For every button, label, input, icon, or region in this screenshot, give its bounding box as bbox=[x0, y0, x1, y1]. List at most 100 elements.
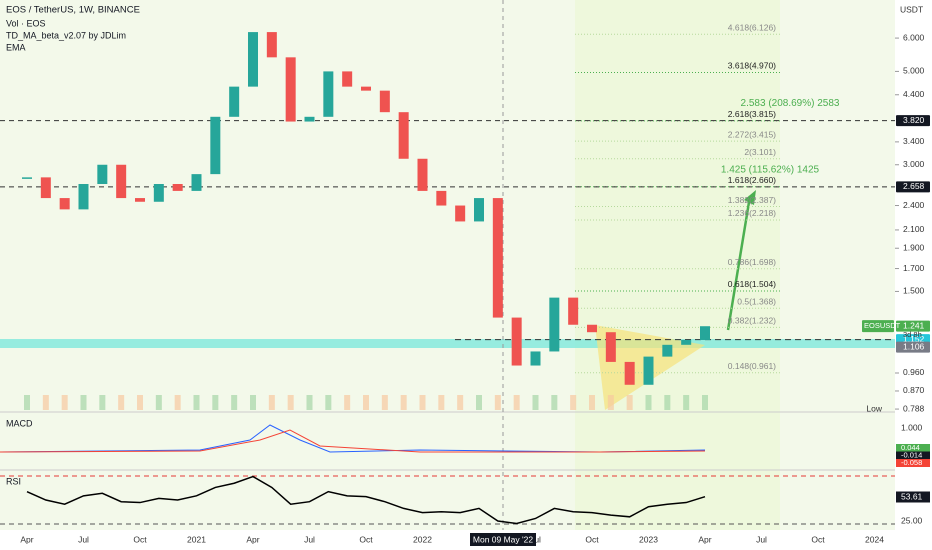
volume-bar bbox=[400, 395, 407, 410]
x-tick-label: Oct bbox=[359, 534, 373, 544]
x-tick-label: Oct bbox=[585, 534, 599, 544]
candle bbox=[549, 297, 560, 352]
fib-label: 3.618(4.970) bbox=[728, 61, 776, 71]
rsi-tick: 25.00 bbox=[901, 515, 923, 525]
fib-label: 0.5(1.368) bbox=[737, 297, 776, 307]
volume-bar bbox=[551, 395, 558, 410]
candle bbox=[662, 344, 673, 357]
fib-label: 4.618(6.126) bbox=[728, 23, 776, 33]
y-tick-label: 0.960 bbox=[903, 367, 925, 377]
candle bbox=[323, 71, 334, 117]
candle bbox=[97, 164, 108, 185]
candle bbox=[116, 164, 127, 199]
macd-marker bbox=[896, 459, 930, 467]
volume-bar bbox=[118, 395, 125, 410]
volume-bar bbox=[457, 395, 464, 410]
macd-title: MACD bbox=[6, 418, 33, 428]
candle bbox=[436, 190, 447, 206]
volume-bar bbox=[702, 395, 708, 410]
x-tick-label: Apr bbox=[20, 534, 33, 544]
unit-label: USDT bbox=[900, 4, 923, 14]
price-marker-label: 3.820 bbox=[903, 115, 925, 125]
x-tick-label: 2021 bbox=[187, 534, 206, 544]
x-tick-label: Jul bbox=[304, 534, 315, 544]
candle bbox=[248, 32, 258, 87]
volume-bar bbox=[42, 395, 49, 410]
crosshair-label-bg bbox=[470, 533, 536, 546]
macd-marker-label: 0.044 bbox=[901, 443, 920, 452]
rsi-title: RSI bbox=[6, 476, 21, 486]
signal-line bbox=[0, 429, 706, 453]
volume-bar bbox=[589, 395, 595, 410]
candle bbox=[530, 351, 541, 366]
price-axis-bg bbox=[895, 0, 932, 550]
y-tick-label: 1.500 bbox=[903, 286, 925, 296]
rsi-marker-label: 53.61 bbox=[901, 491, 923, 501]
volume-bar bbox=[607, 395, 614, 410]
indicator-label: Vol · EOS bbox=[6, 18, 46, 28]
symbol-tag-bg bbox=[862, 320, 894, 333]
macd-tick: 1.000 bbox=[901, 422, 923, 432]
volume-bar bbox=[193, 395, 200, 410]
x-tick-label: Jul bbox=[78, 534, 89, 544]
volume-bar bbox=[325, 395, 332, 410]
x-tick-label: Apr bbox=[246, 534, 259, 544]
candle bbox=[417, 158, 428, 191]
fib-label: 1.382(2.387) bbox=[728, 195, 776, 205]
candle bbox=[624, 361, 635, 385]
volume-bar bbox=[476, 395, 482, 410]
volume-bar bbox=[212, 395, 219, 410]
countdown: 3d 8h bbox=[903, 330, 922, 339]
indicator-label: TD_MA_beta_v2.07 by JDLim bbox=[6, 30, 126, 40]
volume-bar bbox=[570, 395, 577, 410]
candle bbox=[285, 57, 296, 122]
volume-bar bbox=[683, 395, 690, 410]
symbol-title: EOS / TetherUS, 1W, BINANCE bbox=[6, 5, 140, 16]
candle bbox=[40, 177, 51, 199]
volume-bar bbox=[645, 395, 652, 410]
candle bbox=[643, 356, 654, 385]
candle bbox=[229, 86, 240, 117]
candle bbox=[78, 184, 89, 210]
candle bbox=[210, 116, 221, 175]
x-tick-label: Oct bbox=[811, 534, 825, 544]
arrow-head bbox=[744, 190, 756, 205]
rsi-marker bbox=[896, 491, 930, 503]
y-tick-label: 2.400 bbox=[903, 200, 925, 210]
y-tick-label: 1.700 bbox=[903, 263, 925, 273]
price-marker-label: 1.152 bbox=[903, 334, 925, 344]
y-tick-label: 2.100 bbox=[903, 224, 925, 234]
volume-bar bbox=[99, 395, 106, 410]
volume-bar bbox=[494, 395, 501, 410]
support-band bbox=[0, 339, 895, 348]
target-label: 2.583 (208.69%) 2583 bbox=[741, 98, 840, 109]
volume-bar bbox=[363, 395, 369, 410]
volume-bar bbox=[137, 395, 143, 410]
volume-bar bbox=[61, 395, 68, 410]
volume-bar bbox=[174, 395, 181, 410]
fib-zone bbox=[575, 0, 780, 530]
x-tick-label: Apr bbox=[698, 534, 711, 544]
price-marker-label: 2.658 bbox=[903, 181, 925, 191]
y-tick-label: 3.400 bbox=[903, 136, 925, 146]
candle bbox=[172, 184, 183, 191]
x-tick-label: 2022 bbox=[413, 534, 432, 544]
macd-marker bbox=[896, 444, 930, 452]
candle bbox=[379, 90, 390, 113]
x-tick-label: Oct bbox=[133, 534, 147, 544]
candle bbox=[681, 339, 692, 345]
candle bbox=[59, 198, 70, 210]
price-marker bbox=[896, 115, 930, 127]
crosshair-label: Mon 09 May '22 bbox=[473, 534, 533, 544]
volume-bar bbox=[344, 395, 351, 410]
candle bbox=[587, 324, 597, 333]
fib-label: 0.618(1.504) bbox=[728, 279, 776, 289]
volume-bar bbox=[419, 395, 426, 410]
candle bbox=[191, 174, 202, 191]
volume-bar bbox=[438, 395, 445, 410]
volume-bar bbox=[287, 395, 294, 410]
candle bbox=[605, 332, 616, 362]
candle bbox=[153, 184, 164, 202]
indicator-label: EMA bbox=[6, 42, 26, 52]
